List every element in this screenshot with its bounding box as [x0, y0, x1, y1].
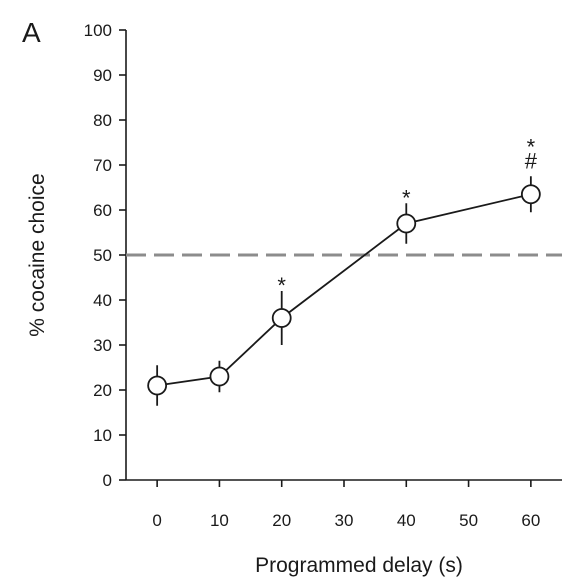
- y-axis-label: % cocaine choice: [26, 173, 49, 336]
- x-tick-label: 20: [272, 511, 291, 530]
- y-tick-label: 60: [93, 201, 112, 220]
- y-tick-label: 0: [103, 471, 112, 490]
- y-tick-label: 50: [93, 246, 112, 265]
- y-tick-label: 30: [93, 336, 112, 355]
- data-point: [147, 375, 168, 396]
- data-point: [209, 366, 230, 387]
- x-tick-label: 60: [521, 511, 540, 530]
- x-axis: 0 10 20 30 40 50 60: [126, 479, 562, 530]
- y-tick-label: 70: [93, 156, 112, 175]
- asterisk-annotation: *: [277, 273, 286, 298]
- data-series: [147, 176, 541, 406]
- y-tick-label: 10: [93, 426, 112, 445]
- x-tick-label: 10: [210, 511, 229, 530]
- asterisk-annotation: *: [527, 134, 536, 159]
- significance-annotations: **#*: [277, 134, 537, 298]
- data-point: [396, 213, 417, 234]
- y-tick-label: 40: [93, 291, 112, 310]
- x-tick-label: 0: [152, 511, 161, 530]
- x-tick-label: 30: [335, 511, 354, 530]
- y-axis: 0 10 20 30 40 50 60 70 80 90 100: [84, 21, 127, 490]
- asterisk-annotation: *: [402, 185, 411, 210]
- x-tick-label: 50: [459, 511, 478, 530]
- y-tick-label: 80: [93, 111, 112, 130]
- data-point: [520, 184, 541, 205]
- y-tick-label: 20: [93, 381, 112, 400]
- hash-annotation: #: [525, 148, 538, 173]
- y-tick-label: 100: [84, 21, 112, 40]
- y-tick-label: 90: [93, 66, 112, 85]
- panel-label: A: [22, 17, 41, 48]
- x-tick-label: 40: [397, 511, 416, 530]
- x-axis-label: Programmed delay (s): [255, 554, 463, 577]
- data-point: [271, 308, 292, 328]
- series-line: [157, 193, 532, 387]
